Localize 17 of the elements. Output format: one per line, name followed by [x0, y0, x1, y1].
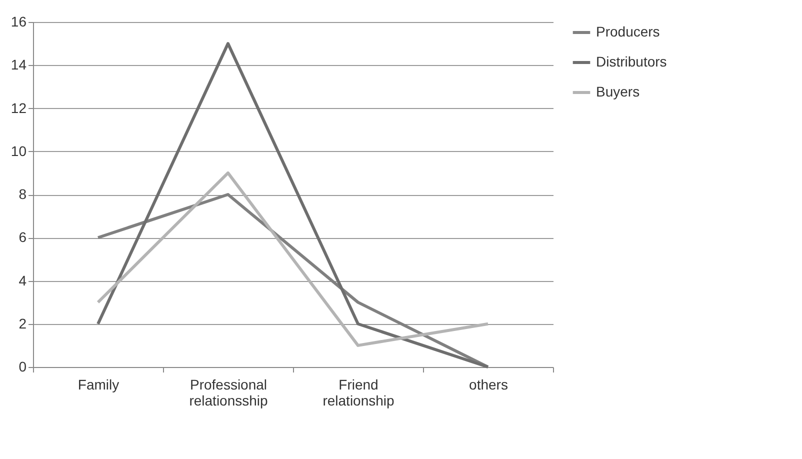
- x-tick-label: others: [469, 376, 508, 392]
- y-tick-label: 12: [10, 100, 27, 116]
- legend-label: Buyers: [596, 84, 640, 100]
- y-tick-label: 0: [18, 358, 27, 374]
- x-tick-label: Professional relationsship: [189, 376, 268, 408]
- y-tick-label: 14: [10, 56, 27, 73]
- legend-label: Producers: [596, 24, 660, 40]
- legend-label: Distributors: [596, 54, 667, 70]
- y-tick-label: 2: [18, 315, 27, 332]
- y-tick-label: 6: [18, 229, 27, 246]
- x-tick-label: Family: [78, 376, 120, 392]
- y-tick-label: 4: [18, 272, 27, 288]
- y-tick-label: 8: [18, 186, 27, 202]
- y-tick-label: 16: [10, 14, 27, 30]
- line-series: [96, 171, 490, 347]
- x-tick-label: Friend relationship: [322, 376, 395, 408]
- y-tick-label: 10: [10, 142, 27, 159]
